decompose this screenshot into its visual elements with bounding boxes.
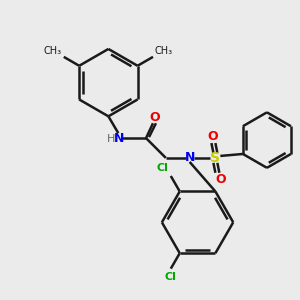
Text: O: O [207,130,218,142]
Text: O: O [150,111,160,124]
Text: N: N [114,132,124,145]
Text: O: O [215,173,226,186]
Text: Cl: Cl [165,272,177,282]
Text: Cl: Cl [157,163,169,173]
Text: CH₃: CH₃ [44,46,62,56]
Text: N: N [184,152,195,164]
Text: H: H [107,134,116,144]
Text: S: S [210,151,220,165]
Text: CH₃: CH₃ [155,46,173,56]
